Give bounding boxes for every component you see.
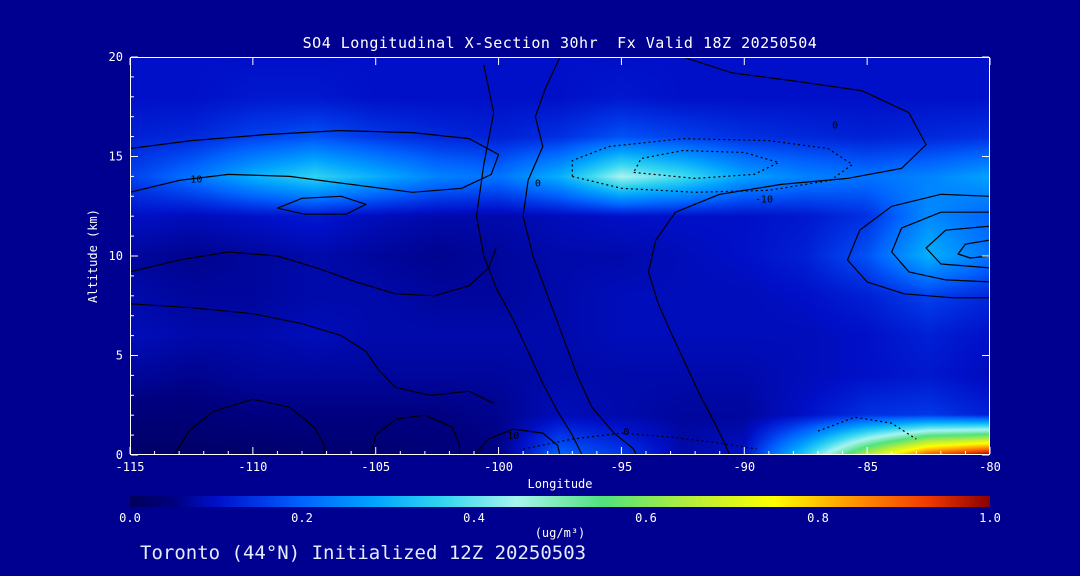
contour-label: -10	[755, 194, 773, 205]
y-tick-label: 5	[116, 349, 123, 363]
contour-label: 10	[190, 174, 202, 185]
colorbar-tick-label: 0.2	[291, 511, 313, 525]
x-axis-title: Longitude	[527, 477, 593, 491]
contour-line	[846, 193, 990, 299]
x-tick-label: -80	[979, 460, 1001, 474]
contour-line	[370, 414, 460, 455]
contour-line	[475, 64, 583, 455]
contour-line	[130, 130, 500, 193]
contour-line	[891, 211, 990, 283]
contour-label: 0	[623, 427, 629, 438]
x-tick-label: -105	[361, 460, 390, 474]
contour-line	[633, 149, 780, 179]
colorbar-tick-label: 0.4	[463, 511, 485, 525]
contour-line	[130, 303, 494, 404]
contour-line	[571, 138, 853, 193]
contour-line	[130, 247, 497, 297]
contour-overlay: 10 0 0 -10 10 0	[130, 57, 990, 455]
contour-line	[957, 239, 990, 259]
contour-label: 0	[832, 121, 838, 132]
contour-line	[277, 195, 367, 215]
contour-line	[925, 225, 990, 269]
colorbar-tick-label: 0.0	[119, 511, 141, 525]
contour-label: 0	[535, 178, 541, 189]
y-tick-label: 0	[116, 448, 123, 462]
colorbar	[130, 496, 990, 507]
contour-line	[647, 57, 927, 455]
colorbar-units-label: (ug/m³)	[534, 526, 586, 540]
x-tick-label: -95	[611, 460, 633, 474]
y-tick-label: 10	[109, 249, 123, 263]
contour-label: 10	[507, 431, 519, 442]
colorbar-tick-label: 1.0	[979, 511, 1001, 525]
run-info-text: Toronto (44°N) Initialized 12Z 20250503	[140, 542, 587, 564]
x-tick-label: -115	[116, 460, 145, 474]
colorbar-tick-label: 0.6	[635, 511, 657, 525]
y-axis-title: Altitude (km)	[86, 209, 100, 303]
plot-title: SO4 Longitudinal X-Section 30hr Fx Valid…	[302, 34, 818, 52]
colorbar-tick-label: 0.8	[807, 511, 829, 525]
y-tick-label: 15	[109, 150, 123, 164]
x-tick-label: -85	[856, 460, 878, 474]
x-tick-label: -100	[484, 460, 513, 474]
y-tick-label: 20	[109, 50, 123, 64]
contour-line	[522, 57, 637, 455]
contour-line	[173, 398, 325, 455]
x-tick-label: -110	[238, 460, 267, 474]
plot-area: 10 0 0 -10 10 0	[130, 57, 990, 455]
contour-line	[817, 416, 917, 440]
x-tick-label: -90	[733, 460, 755, 474]
